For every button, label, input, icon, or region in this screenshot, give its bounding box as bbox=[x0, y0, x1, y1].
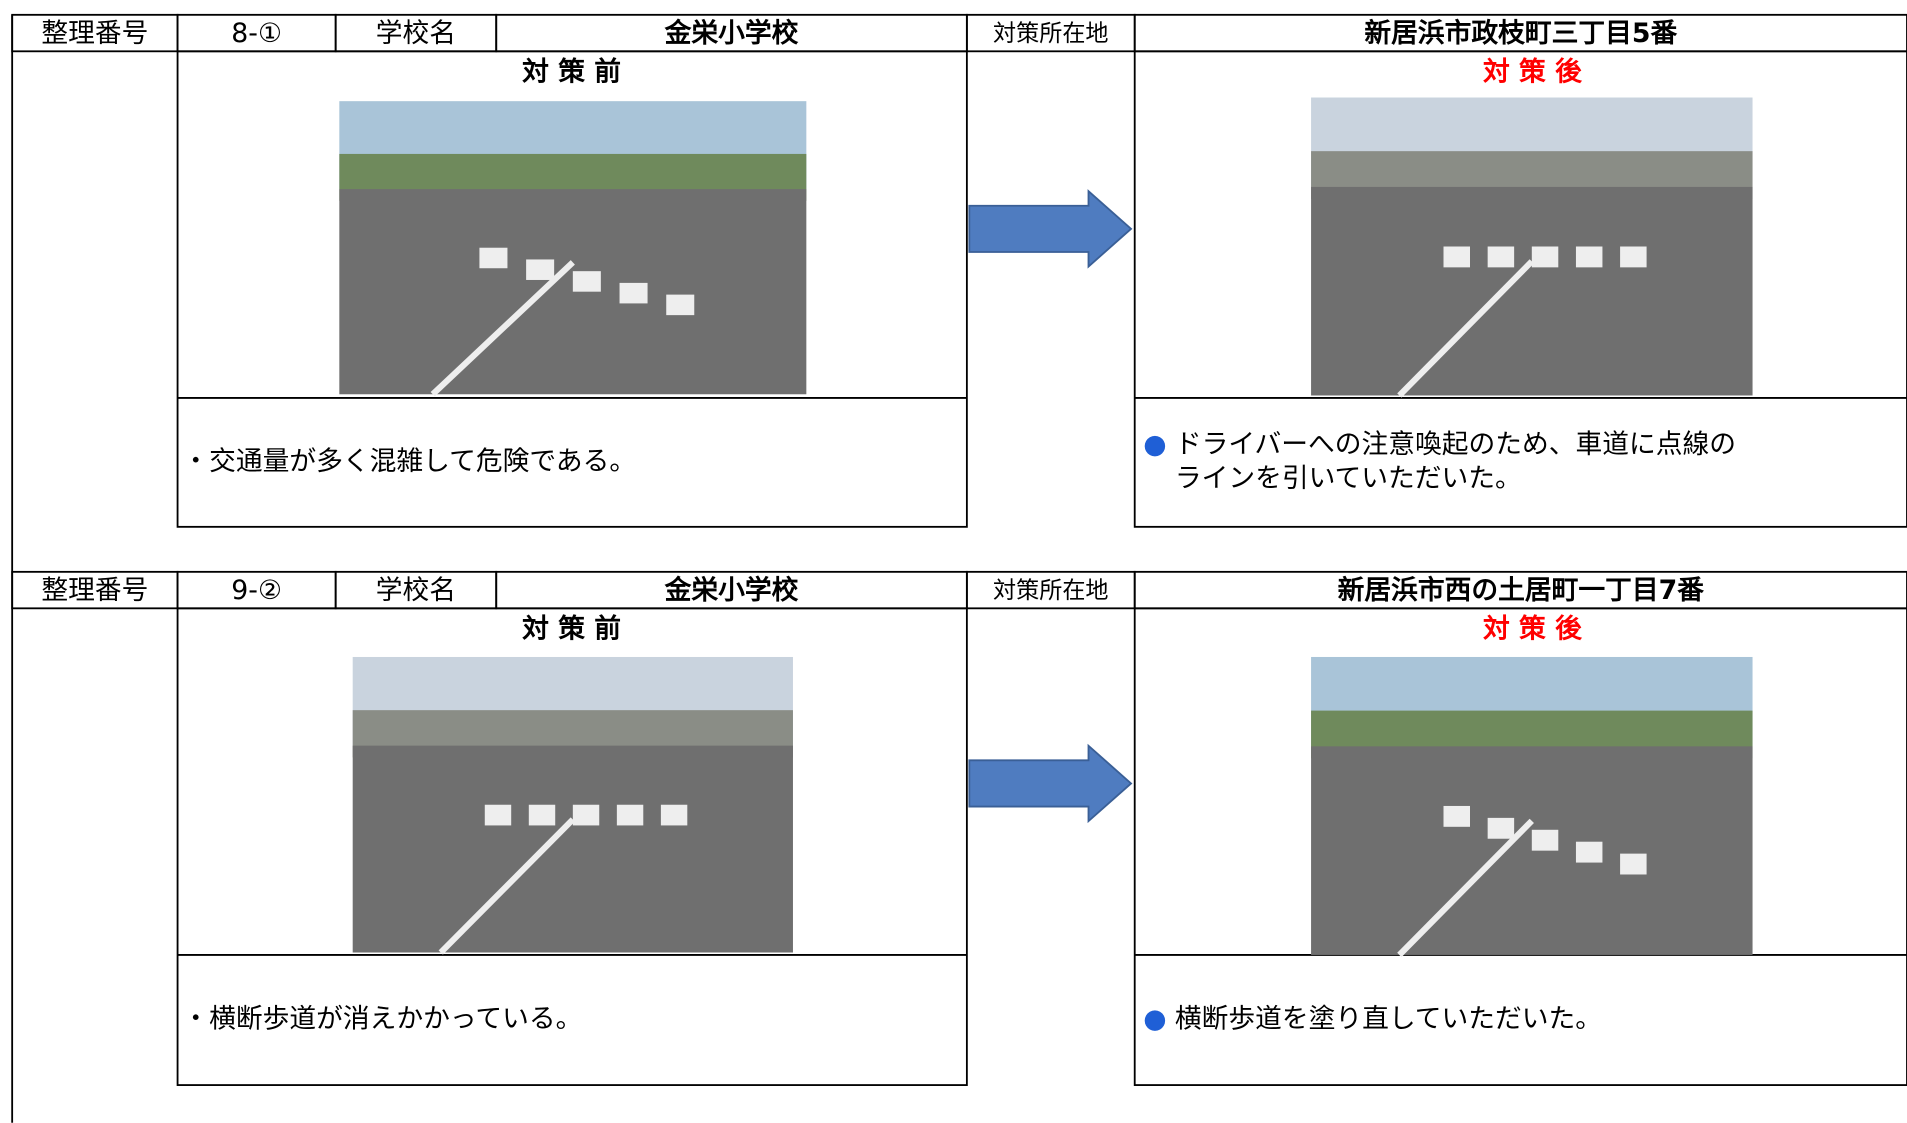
photo-stripe bbox=[1443, 246, 1470, 268]
photo-stripe bbox=[1531, 829, 1559, 851]
bullet: ● bbox=[1143, 429, 1166, 460]
after-text: ラインを引いていただいた。 bbox=[1175, 463, 1522, 494]
photo bbox=[1311, 656, 1753, 958]
header-label-place: 対策所在地 bbox=[993, 21, 1108, 47]
photo-stripe bbox=[1575, 246, 1603, 268]
before-title: 対 策 前 bbox=[522, 56, 621, 88]
header-school: 金栄小学校 bbox=[664, 17, 799, 49]
photo-stripe bbox=[619, 282, 648, 304]
photo-stripe bbox=[1487, 817, 1515, 839]
photo-road bbox=[1311, 186, 1753, 396]
photo bbox=[1311, 97, 1753, 398]
header-label-no: 整理番号 bbox=[41, 18, 148, 49]
after-text: ドライバーへの注意喚起のため、車道に点線の bbox=[1175, 429, 1736, 460]
photo-line bbox=[1397, 818, 1534, 958]
photo-stripe bbox=[616, 804, 644, 826]
photo-line bbox=[1397, 259, 1534, 398]
after-title: 対 策 後 bbox=[1483, 56, 1583, 88]
photo bbox=[352, 656, 793, 955]
before-text: ・横断歩道が消えかかっている。 bbox=[182, 1004, 582, 1035]
photo-stripe bbox=[528, 804, 556, 826]
photo-stripe bbox=[1531, 246, 1559, 268]
photo-stripe bbox=[526, 259, 555, 280]
photo-road bbox=[352, 745, 793, 953]
bullet: ● bbox=[1143, 1004, 1166, 1035]
photo-stripe bbox=[1620, 853, 1647, 875]
before-panel bbox=[176, 607, 968, 1086]
photo bbox=[339, 101, 807, 397]
photo-stripe bbox=[479, 247, 508, 269]
photo-stripe bbox=[484, 804, 512, 826]
photo-stripe bbox=[572, 271, 601, 292]
after-panel bbox=[1133, 607, 1907, 1086]
header-label-no: 整理番号 bbox=[41, 575, 148, 606]
before-title: 対 策 前 bbox=[522, 613, 621, 645]
before-panel bbox=[176, 50, 968, 528]
header-no: 9-② bbox=[231, 575, 282, 606]
after-text: 横断歩道を塗り直していただいた。 bbox=[1175, 1004, 1602, 1035]
photo-line bbox=[430, 260, 575, 397]
after-panel bbox=[1133, 50, 1907, 528]
photo-line bbox=[438, 817, 575, 955]
header-label-school: 学校名 bbox=[376, 18, 456, 49]
before-text: ・交通量が多く混雑して危険である。 bbox=[182, 446, 636, 477]
photo-stripe bbox=[1443, 805, 1470, 827]
arrow bbox=[968, 189, 1133, 269]
photo-stripe bbox=[1487, 246, 1515, 268]
photo-stripe bbox=[666, 294, 695, 316]
header-place: 新居浜市西の土居町一丁目7番 bbox=[1338, 574, 1705, 606]
after-title: 対 策 後 bbox=[1483, 613, 1583, 645]
arrow bbox=[968, 743, 1133, 824]
header-place: 新居浜市政枝町三丁目5番 bbox=[1364, 17, 1677, 49]
header-no: 8-① bbox=[231, 18, 282, 49]
header-label-place: 対策所在地 bbox=[993, 578, 1108, 604]
photo-stripe bbox=[572, 804, 600, 826]
photo-stripe bbox=[660, 804, 688, 826]
photo-stripe bbox=[1575, 841, 1603, 863]
header-school: 金栄小学校 bbox=[664, 574, 799, 606]
photo-stripe bbox=[1620, 246, 1647, 268]
header-label-school: 学校名 bbox=[376, 575, 456, 606]
